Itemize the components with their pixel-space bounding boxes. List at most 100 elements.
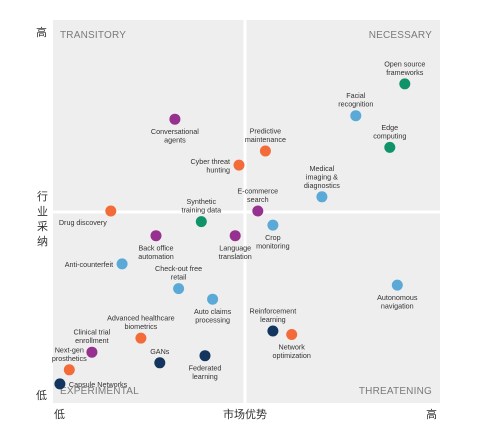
data-point-marker	[173, 283, 185, 295]
data-point-label: Back office	[138, 244, 173, 253]
data-point-label: automation	[138, 252, 174, 261]
y-axis-title-char: 业	[37, 205, 48, 218]
x-axis-title: 市场优势	[223, 407, 267, 421]
data-point-marker	[150, 230, 162, 242]
data-point-label: Federated	[189, 364, 222, 373]
y-tick-high: 高	[36, 25, 47, 39]
data-point-label: Advanced healthcare	[107, 314, 175, 323]
data-point-label: enrollment	[75, 336, 109, 345]
data-point-label: optimization	[273, 351, 311, 360]
data-point-label: Drug discovery	[59, 218, 107, 227]
data-point-label: Conversational	[151, 127, 199, 136]
data-point-label: recognition	[338, 100, 373, 109]
data-point-marker	[350, 110, 362, 122]
quadrant-label-necessary: NECESSARY	[369, 30, 432, 41]
quadrant-label-transitory: TRANSITORY	[60, 30, 126, 41]
data-points-layer: Open sourceframeworksFacialrecognitionEd…	[52, 59, 425, 390]
data-point-marker	[252, 205, 264, 217]
quadrant-label-threatening: THREATENING	[359, 386, 432, 397]
data-point-marker	[391, 279, 403, 291]
data-point-marker	[286, 329, 298, 340]
data-point-label: navigation	[381, 302, 414, 311]
data-point-label: learning	[260, 315, 286, 324]
data-point: Capsule Networks	[54, 378, 128, 390]
data-point-marker	[86, 346, 98, 358]
data-point: GANs	[150, 347, 170, 369]
data-point-marker	[105, 205, 117, 217]
y-axis-title-char: 纳	[37, 235, 48, 248]
data-point-marker	[267, 219, 279, 231]
data-point-label: computing	[373, 131, 406, 140]
data-point-label: prosthetics	[52, 354, 87, 363]
data-point-label: Synthetic	[187, 197, 217, 206]
data-point-marker	[207, 293, 219, 305]
data-point-label: Next-gen	[55, 345, 84, 354]
data-point-label: Predictive	[250, 127, 282, 136]
data-point-label: Auto claims	[194, 307, 232, 316]
data-point-label: Check-out free	[155, 264, 202, 273]
data-point-label: monitoring	[256, 242, 290, 251]
data-point-label: GANs	[150, 347, 170, 356]
x-tick-low: 低	[54, 408, 65, 421]
data-point-marker	[384, 141, 396, 153]
data-point-marker	[116, 258, 128, 270]
quadrant-label-experimental: EXPERIMENTAL	[60, 386, 139, 397]
data-point-label: maintenance	[245, 135, 286, 144]
data-point-label: Facial	[346, 91, 366, 100]
data-point-label: processing	[195, 316, 230, 325]
data-point-label: diagnostics	[304, 181, 340, 190]
data-point-marker	[54, 378, 66, 390]
data-point-label: Network	[279, 343, 306, 352]
data-point-label: Autonomous	[377, 293, 418, 302]
data-point-label: Clinical trial	[74, 328, 111, 337]
y-axis-title-char: 行	[37, 190, 48, 203]
data-point-marker	[63, 364, 75, 376]
data-point-label: E-commerce	[237, 187, 278, 196]
data-point-marker	[154, 357, 166, 369]
data-point-marker	[195, 216, 207, 228]
data-point-label: imaging &	[306, 172, 338, 181]
x-tick-high: 高	[426, 407, 437, 421]
data-point-marker	[259, 145, 271, 157]
data-point-marker	[316, 191, 328, 203]
data-point-label: Reinforcement	[250, 307, 297, 316]
data-point-label: Crop	[265, 233, 281, 242]
data-point-label: hunting	[206, 165, 230, 174]
data-point-marker	[233, 159, 245, 171]
data-point-marker	[267, 325, 279, 337]
data-point-label: biometrics	[125, 322, 158, 331]
data-point-label: Open source	[384, 59, 425, 68]
data-point: Drug discovery	[59, 205, 117, 227]
data-point-marker	[229, 230, 241, 242]
data-point-marker	[399, 78, 411, 90]
data-point-label: agents	[164, 136, 186, 145]
data-point-label: learning	[192, 372, 218, 381]
y-tick-low: 低	[36, 389, 47, 402]
y-axis-title-char: 采	[37, 220, 48, 233]
data-point-label: translation	[219, 252, 252, 261]
data-point-label: Anti-counterfeit	[65, 260, 113, 269]
data-point-label: Cyber threat	[190, 157, 230, 166]
data-point-label: Capsule Networks	[69, 380, 128, 389]
